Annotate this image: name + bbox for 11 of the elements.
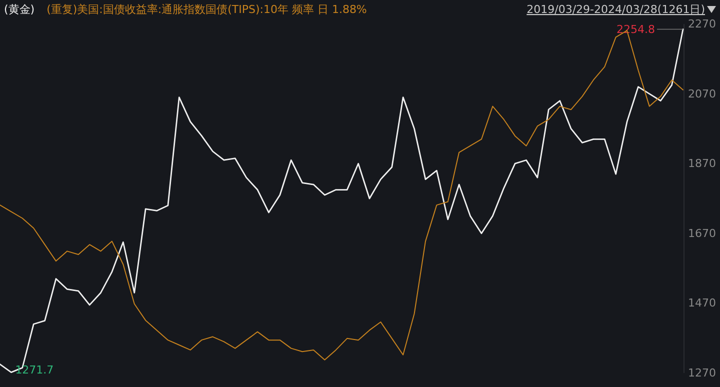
ytick: 1670	[688, 226, 716, 240]
ytick: 1270	[688, 366, 716, 380]
subtitle: 2019/03/29-2024/03/28(1261日)	[526, 3, 705, 16]
ytick: 2270	[688, 18, 716, 30]
ytick: 2070	[688, 87, 716, 100]
series-name: (重复)美国:国债收益率:通胀指数国债(TIPS):10年 频率 日 1.88%	[46, 3, 367, 16]
ytick: 1470	[688, 296, 716, 310]
annotation: 2254.8	[616, 23, 655, 36]
annotation: 1271.7	[15, 363, 54, 376]
series-name: (黄金)	[4, 3, 35, 16]
ytick: 1870	[688, 157, 716, 170]
